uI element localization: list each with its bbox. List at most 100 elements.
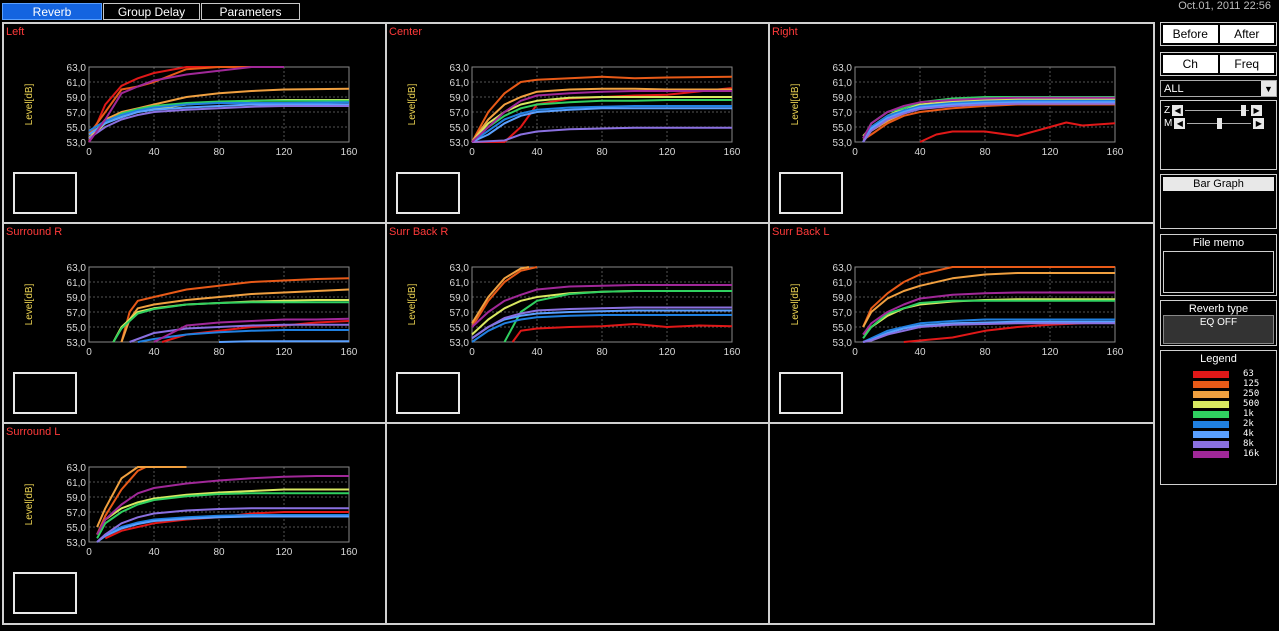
- tab-parameters[interactable]: Parameters: [201, 3, 300, 20]
- x-tick-label: 80: [596, 347, 608, 358]
- reverb-type-title: Reverb type: [1188, 303, 1249, 315]
- graph-cell[interactable]: Left 63,0 61,0 59,0 57,0 55,0 53,0 0 40 80 120 160 L…: [3, 23, 386, 223]
- y-axis-label: Level[dB]: [407, 283, 418, 325]
- y-tick-label: 59,0: [833, 293, 853, 304]
- series-line-4k: [862, 101, 1115, 143]
- channel-thumbnail[interactable]: [779, 372, 843, 414]
- legend-swatch: [1193, 380, 1229, 388]
- series-line-125: [862, 266, 1115, 328]
- graph-cell[interactable]: Surr Back L 63,0 61,0 59,0 57,0 55,0 53,0 0 40 80…: [769, 223, 1154, 423]
- graph-title: Surr Back R: [389, 226, 449, 238]
- after-button[interactable]: After: [1219, 25, 1274, 43]
- channel-thumbnail[interactable]: [13, 572, 77, 614]
- channel-thumbnail[interactable]: [779, 172, 843, 214]
- y-tick-label: 53,0: [833, 338, 853, 349]
- y-tick-label: 57,0: [450, 108, 470, 119]
- series-line-250: [862, 272, 1115, 328]
- plot-frame: [88, 466, 350, 543]
- series-line-16k: [862, 96, 1115, 139]
- legend-item: 16k: [1161, 449, 1276, 459]
- series-line-500: [471, 96, 732, 143]
- x-tick-label: 120: [659, 347, 676, 358]
- graph-cell[interactable]: [769, 423, 1154, 624]
- x-tick-label: 0: [469, 147, 475, 158]
- ch-button[interactable]: Ch: [1163, 55, 1218, 73]
- x-tick-label: 40: [531, 147, 543, 158]
- chevron-down-icon[interactable]: ▼: [1261, 81, 1276, 96]
- m-right-arrow-icon[interactable]: ▶: [1253, 118, 1265, 129]
- legend-label: 250: [1243, 389, 1260, 399]
- series-line-125: [96, 466, 147, 535]
- x-tick-label: 0: [86, 547, 92, 558]
- legend-swatch: [1193, 430, 1229, 438]
- graph-cell[interactable]: [386, 423, 769, 624]
- series-line-2k: [471, 105, 732, 143]
- series-line-2k: [88, 101, 350, 132]
- series-line-500: [96, 488, 349, 535]
- z-right-arrow-icon[interactable]: ▶: [1251, 105, 1263, 116]
- legend-label: 1k: [1243, 409, 1254, 419]
- x-tick-label: 80: [213, 547, 225, 558]
- series-line-125: [120, 277, 350, 343]
- y-tick-label: 63,0: [833, 263, 853, 274]
- channel-thumbnail[interactable]: [396, 172, 460, 214]
- x-tick-label: 160: [341, 547, 358, 558]
- tab-group-delay[interactable]: Group Delay: [103, 3, 200, 20]
- series-line-4k: [471, 107, 732, 143]
- m-left-arrow-icon[interactable]: ◀: [1174, 118, 1186, 129]
- series-line-1k: [112, 301, 349, 343]
- graph-title: Center: [389, 26, 423, 38]
- channel-select-value: ALL: [1164, 82, 1184, 95]
- reverb-type-panel: Reverb type EQ OFF: [1160, 300, 1277, 346]
- legend-label: 2k: [1243, 419, 1254, 429]
- x-tick-label: 40: [148, 147, 160, 158]
- freq-button[interactable]: Freq: [1219, 55, 1274, 73]
- x-tick-label: 80: [596, 147, 608, 158]
- y-tick-label: 59,0: [67, 493, 87, 504]
- graph-cell[interactable]: Surround L 63,0 61,0 59,0 57,0 55,0 53,0 0 40 80 1…: [3, 423, 386, 624]
- y-tick-label: 63,0: [450, 263, 470, 274]
- series-line-250: [120, 288, 350, 343]
- x-tick-label: 120: [276, 147, 293, 158]
- channel-select[interactable]: ALL ▼: [1160, 80, 1277, 97]
- legend-item: 125: [1161, 379, 1276, 389]
- channel-thumbnail[interactable]: [396, 372, 460, 414]
- x-tick-label: 80: [213, 147, 225, 158]
- channel-thumbnail[interactable]: [13, 172, 77, 214]
- y-tick-label: 61,0: [67, 478, 87, 489]
- graph-title: Surr Back L: [772, 226, 830, 238]
- x-tick-label: 40: [148, 347, 160, 358]
- x-tick-label: 40: [914, 347, 926, 358]
- legend-swatch: [1193, 400, 1229, 408]
- graph-cell[interactable]: Surround R 63,0 61,0 59,0 57,0 55,0 53,0 0 40 80 1…: [3, 223, 386, 423]
- series-line-8k: [88, 105, 349, 140]
- y-tick-label: 59,0: [67, 93, 87, 104]
- series-line-8k: [129, 323, 349, 343]
- bar-graph-button[interactable]: Bar Graph: [1163, 177, 1274, 191]
- graph-title: Right: [772, 26, 798, 38]
- y-tick-label: 55,0: [67, 323, 87, 334]
- sidebar: Before After Ch Freq ALL ▼ Z ◀ ▶ M ◀ ▶ B…: [1160, 22, 1277, 627]
- graph-cell[interactable]: Surr Back R 63,0 61,0 59,0 57,0 55,0 53,0 0 40 80…: [386, 223, 769, 423]
- y-tick-label: 53,0: [67, 138, 87, 149]
- tab-reverb[interactable]: Reverb: [2, 3, 102, 20]
- x-tick-label: 80: [213, 347, 225, 358]
- z-left-arrow-icon[interactable]: ◀: [1172, 105, 1184, 116]
- y-axis-label: Level[dB]: [790, 283, 801, 325]
- m-slider[interactable]: [1187, 118, 1252, 129]
- legend-item: 1k: [1161, 409, 1276, 419]
- file-memo-field[interactable]: [1163, 251, 1274, 293]
- graph-cell[interactable]: Right 63,0 61,0 59,0 57,0 55,0 53,0 0 40 80 120 160…: [769, 23, 1154, 223]
- x-tick-label: 40: [148, 547, 160, 558]
- legend-label: 125: [1243, 379, 1260, 389]
- legend-item: 4k: [1161, 429, 1276, 439]
- series-line-250: [96, 466, 187, 528]
- legend-swatch: [1193, 390, 1229, 398]
- x-tick-label: 0: [852, 147, 858, 158]
- z-slider[interactable]: [1185, 105, 1250, 116]
- graph-cell[interactable]: Center 63,0 61,0 59,0 57,0 55,0 53,0 0 40 80 120 16…: [386, 23, 769, 223]
- ch-freq-group: Ch Freq: [1160, 52, 1277, 76]
- reverb-chart: 63,0 61,0 59,0 57,0 55,0 53,00 40 80 120 160 Level…: [407, 63, 741, 158]
- channel-thumbnail[interactable]: [13, 372, 77, 414]
- before-button[interactable]: Before: [1163, 25, 1218, 43]
